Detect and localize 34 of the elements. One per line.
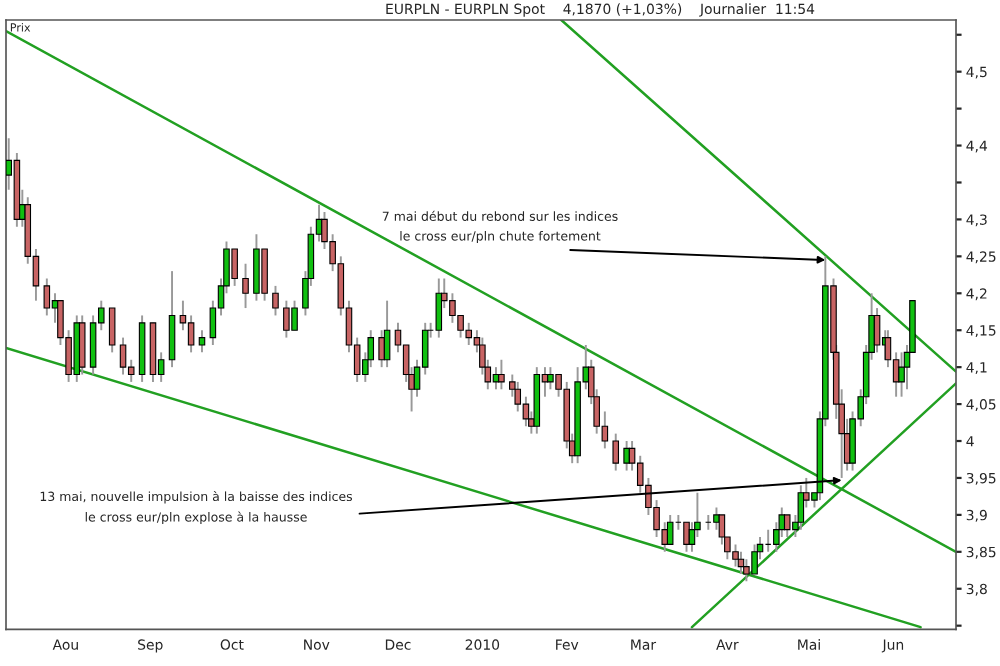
candlestick — [743, 558, 750, 583]
candlestick — [683, 521, 690, 553]
candlestick — [272, 284, 279, 317]
candlestick — [498, 358, 505, 391]
candlestick — [108, 307, 116, 354]
candlestick — [449, 292, 456, 324]
candlestick — [783, 513, 791, 539]
candlestick — [547, 366, 554, 391]
candlestick — [713, 506, 720, 531]
candlestick — [465, 321, 473, 346]
candlestick — [435, 277, 443, 339]
candlestick — [187, 314, 195, 354]
candlestick — [261, 247, 268, 302]
candlestick — [522, 395, 530, 428]
candlestick — [78, 314, 86, 376]
candlestick — [623, 440, 630, 472]
candlestick — [751, 543, 758, 575]
candlestick — [732, 543, 739, 568]
candlestick — [253, 233, 260, 302]
candlestick — [291, 299, 298, 332]
candlestick — [666, 513, 674, 546]
candlestick — [283, 299, 290, 339]
candlestick — [898, 351, 905, 398]
candlestick — [612, 432, 620, 472]
candlestick — [119, 336, 127, 376]
candlestick — [718, 513, 726, 546]
candlestick — [89, 314, 97, 376]
candlestick — [383, 299, 391, 369]
candlestick — [242, 262, 249, 310]
candlestick — [231, 247, 238, 287]
candlestick — [198, 329, 206, 354]
candlestick — [514, 380, 522, 413]
candlestick — [168, 270, 176, 369]
candlestick — [43, 277, 51, 317]
